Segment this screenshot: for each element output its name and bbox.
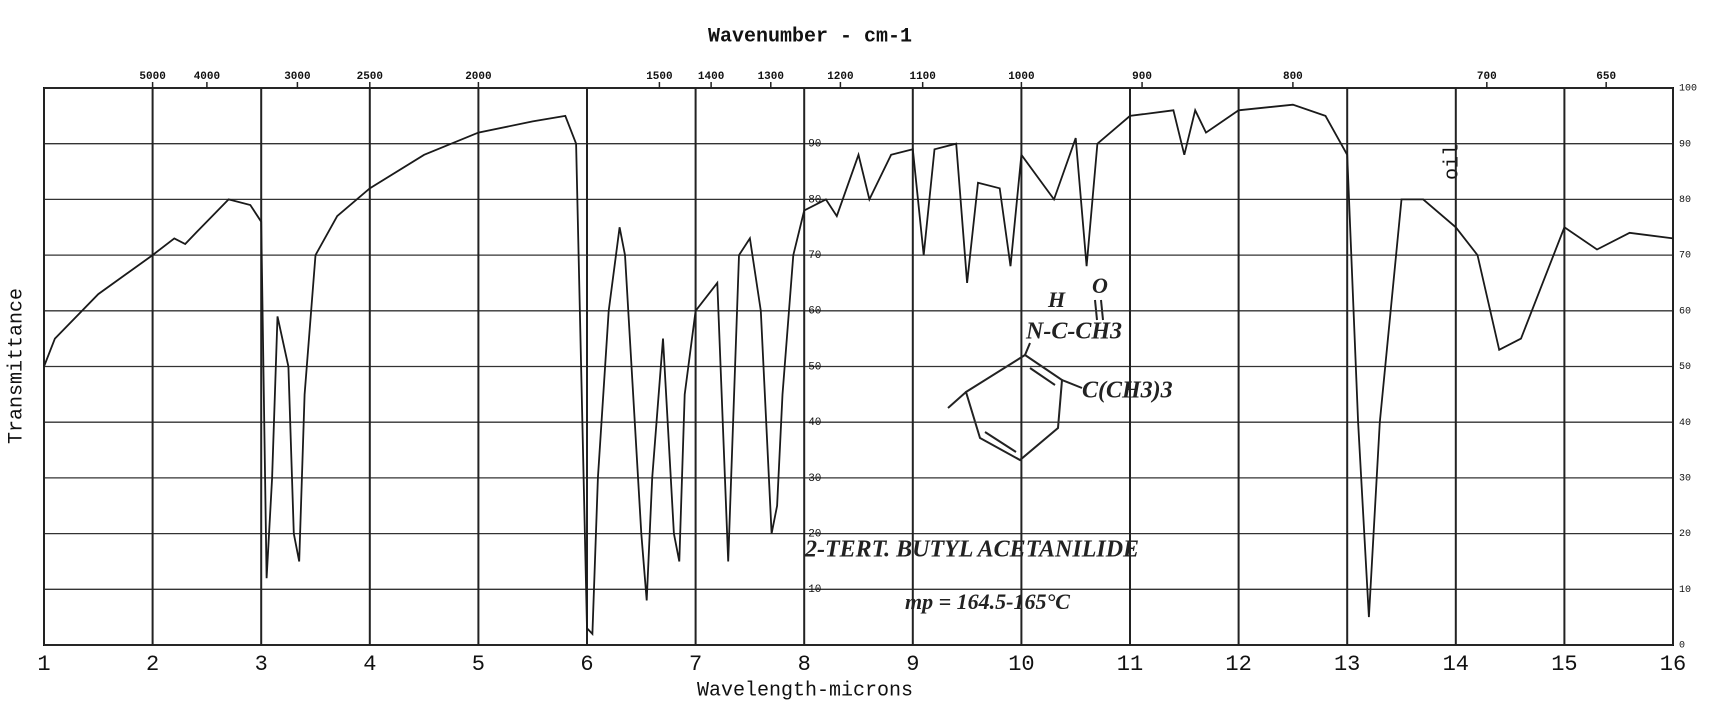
y-tick-label: 20: [1679, 529, 1691, 540]
y-tick-label: 60: [1679, 306, 1691, 317]
x-tick-label: 13: [1334, 652, 1360, 677]
x2-tick-label: 1200: [827, 71, 853, 83]
x-tick-label: 6: [580, 652, 593, 677]
x2-tick-label: 1000: [1008, 71, 1034, 83]
y-tick-label: 50: [808, 361, 821, 373]
x2-tick-label: 2500: [357, 71, 383, 83]
x-tick-label: 8: [798, 652, 811, 677]
structure-label: N-C-CH3: [1025, 319, 1122, 345]
y-tick-label: 90: [808, 139, 821, 151]
y-tick-label: 70: [1679, 251, 1691, 262]
x2-tick-label: 800: [1283, 71, 1303, 83]
y-tick-label: 0: [1679, 641, 1685, 652]
y-axis-label: Transmittance: [5, 288, 28, 444]
y-tick-label: 40: [1679, 418, 1691, 429]
ring-bond: [1029, 367, 1056, 386]
carbonyl-bond: [1100, 299, 1104, 321]
x-tick-label: 15: [1551, 652, 1577, 677]
x2-tick-label: 4000: [194, 71, 220, 83]
structure-label: H: [1047, 287, 1066, 312]
x2-tick-label: 650: [1596, 71, 1616, 83]
y-tick-label: 80: [1679, 195, 1691, 206]
x-tick-label: 3: [255, 652, 268, 677]
x-tick-label: 16: [1660, 652, 1686, 677]
x-tick-label: 10: [1008, 652, 1034, 677]
spectrum-line: [43, 103, 1674, 637]
x-axis-label: Wavelength-microns: [697, 679, 913, 702]
structure-label: O: [1092, 273, 1108, 298]
annotation: 2-TERT. BUTYL ACETANILIDE: [804, 537, 1139, 563]
x-tick-label: 14: [1443, 652, 1469, 677]
y-tick-label: 20: [808, 529, 821, 541]
structure-drawing: [947, 299, 1104, 462]
x2-tick-label: 700: [1477, 71, 1497, 83]
annotation: oil: [1441, 144, 1464, 180]
x2-tick-label: 1100: [909, 71, 935, 83]
x-tick-label: 7: [689, 652, 702, 677]
x2-tick-label: 1300: [758, 71, 784, 83]
y-tick-label: 30: [808, 473, 821, 485]
x-tick-label: 5: [472, 652, 485, 677]
y-tick-label: 30: [1679, 474, 1691, 485]
annotation: mp = 164.5-165°C: [905, 589, 1070, 614]
x-tick-label: 9: [906, 652, 919, 677]
ring-bond: [1061, 379, 1083, 389]
x-tick-label: 11: [1117, 652, 1143, 677]
benzene-ring: [964, 353, 1064, 462]
x-tick-label: 4: [363, 652, 376, 677]
y-tick-label: 40: [808, 417, 821, 429]
x2-tick-label: 1500: [646, 71, 672, 83]
x2-tick-label: 1400: [698, 71, 724, 83]
x-tick-label: 1: [37, 652, 50, 677]
y-tick-label: 70: [808, 250, 821, 262]
y-tick-label: 10: [1679, 585, 1691, 596]
x-tick-label: 12: [1225, 652, 1251, 677]
y-tick-label: 60: [808, 306, 821, 318]
x2-tick-label: 5000: [139, 71, 165, 83]
x2-tick-label: 2000: [465, 71, 491, 83]
y-tick-label: 100: [1679, 84, 1697, 95]
y-tick-label: 50: [1679, 362, 1691, 373]
structure-label: C(CH3)3: [1082, 378, 1173, 404]
y-tick-label: 90: [1679, 139, 1691, 150]
x2-tick-label: 3000: [284, 71, 310, 83]
ring-bond: [984, 431, 1017, 453]
y-tick-label: 10: [808, 584, 821, 596]
ring-bond: [1024, 342, 1031, 356]
x-tick-label: 2: [146, 652, 159, 677]
carbonyl-bond: [1094, 299, 1098, 321]
x2-tick-label: 900: [1132, 71, 1152, 83]
chart-title: Wavenumber - cm-1: [708, 25, 912, 48]
ring-bond: [947, 391, 967, 409]
